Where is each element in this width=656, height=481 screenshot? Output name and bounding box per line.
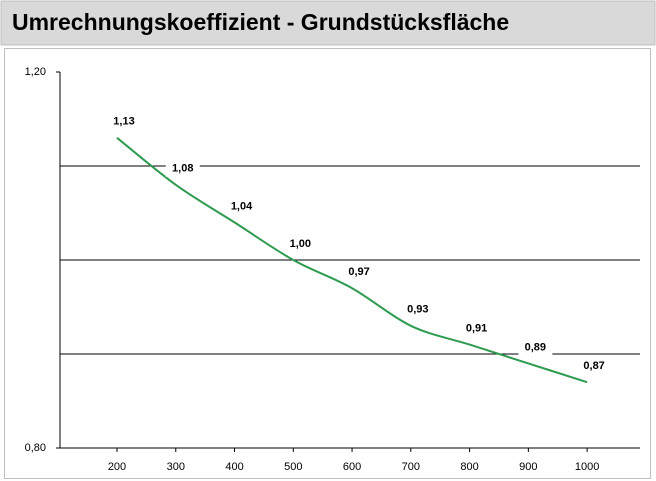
data-label-bg	[518, 339, 553, 356]
data-label-bg	[283, 236, 318, 252]
y-tick-label: 1,20	[25, 66, 46, 78]
x-tick-label: 200	[108, 461, 126, 473]
data-label-bg	[577, 358, 612, 375]
data-label: 0,87	[583, 360, 604, 372]
x-tick-label: 400	[225, 461, 243, 473]
chart-frame	[4, 48, 651, 479]
x-tick-label: 800	[460, 461, 478, 473]
data-label-bg	[107, 113, 142, 130]
y-tick-label: 0,80	[25, 442, 46, 454]
data-label-bg	[165, 160, 200, 177]
data-label: 1,00	[290, 238, 311, 250]
data-label-bg	[342, 264, 377, 281]
line	[116, 137, 588, 384]
data-label-bg	[400, 301, 435, 318]
data-label: 0,89	[525, 341, 546, 353]
data-label: 0,91	[466, 323, 487, 335]
x-tick-label: 1000	[575, 461, 599, 473]
data-label: 1,13	[113, 116, 134, 128]
data-label: 0,97	[348, 266, 369, 278]
x-tick-label: 300	[167, 461, 185, 473]
data-label: 1,04	[231, 200, 253, 212]
chart-title: Umrechnungskoeffizient - Grundstücksfläc…	[12, 9, 509, 35]
x-tick-label: 900	[519, 461, 537, 473]
data-label-bg	[224, 198, 259, 215]
data-label: 1,08	[172, 163, 193, 175]
x-tick-label: 500	[284, 461, 302, 473]
x-tick-label: 700	[402, 461, 420, 473]
data-label: 0,93	[407, 304, 428, 316]
title-bar	[0, 0, 656, 46]
x-tick-label: 600	[343, 461, 361, 473]
data-label-bg	[459, 320, 494, 337]
